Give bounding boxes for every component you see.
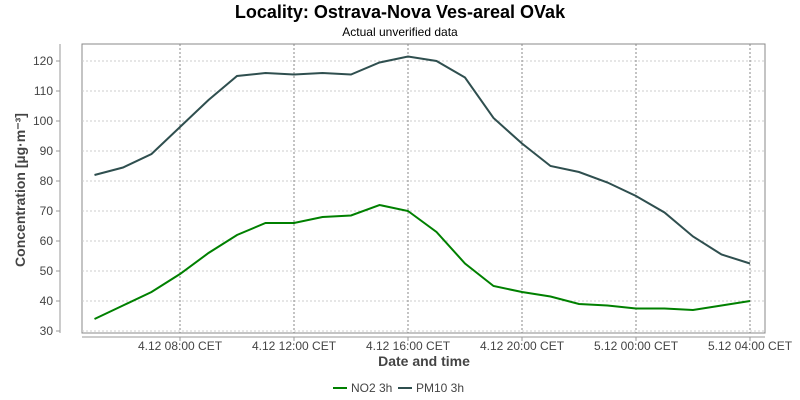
x-tick-label: 5.12 00:00 CET <box>594 339 679 353</box>
y-tick-label: 100 <box>33 114 53 128</box>
y-tick-label: 120 <box>33 54 53 68</box>
chart-subtitle: Actual unverified data <box>342 25 458 39</box>
y-tick-label: 110 <box>34 84 53 98</box>
x-axis-label: Date and time <box>378 353 470 369</box>
x-tick-label: 4.12 16:00 CET <box>366 339 451 353</box>
y-tick-label: 50 <box>40 264 54 278</box>
plot-area <box>81 43 766 334</box>
legend-label: NO2 3h <box>351 381 392 395</box>
y-tick-label: 80 <box>40 174 54 188</box>
y-tick-label: 40 <box>40 294 54 308</box>
x-tick-label: 5.12 04:00 CET <box>708 339 793 353</box>
y-tick-label: 70 <box>40 204 54 218</box>
x-tick-label: 4.12 08:00 CET <box>138 339 223 353</box>
chart-title: Locality: Ostrava-Nova Ves-areal OVak <box>235 2 566 22</box>
y-tick-label: 30 <box>40 324 54 338</box>
y-axis-label: Concentration [µg·m⁻³] <box>12 113 28 267</box>
y-tick-label: 90 <box>40 144 54 158</box>
x-tick-label: 4.12 12:00 CET <box>252 339 337 353</box>
x-tick-label: 4.12 20:00 CET <box>480 339 565 353</box>
series-line-pm10-3h <box>94 55 751 265</box>
y-tick-label: 60 <box>40 234 54 248</box>
series-line-no2-3h <box>94 203 751 320</box>
legend-label: PM10 3h <box>416 381 464 395</box>
